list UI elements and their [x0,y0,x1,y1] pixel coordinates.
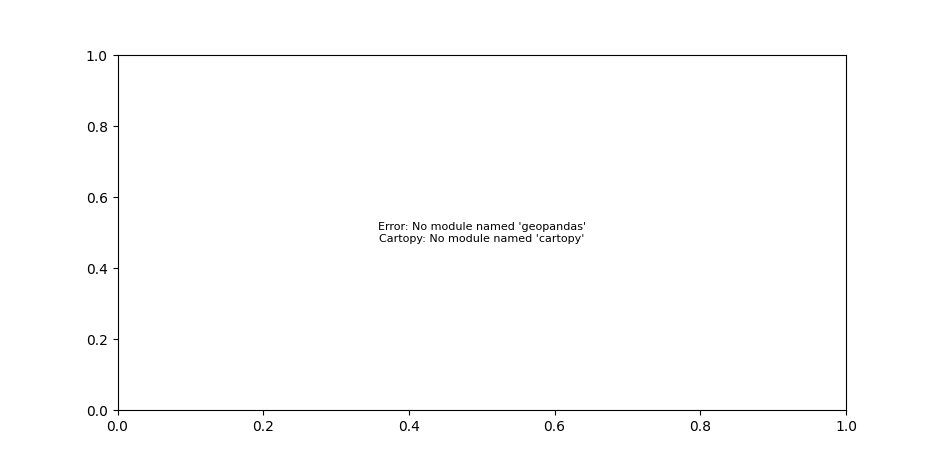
Text: Error: No module named 'geopandas'
Cartopy: No module named 'cartopy': Error: No module named 'geopandas' Carto… [378,222,586,243]
